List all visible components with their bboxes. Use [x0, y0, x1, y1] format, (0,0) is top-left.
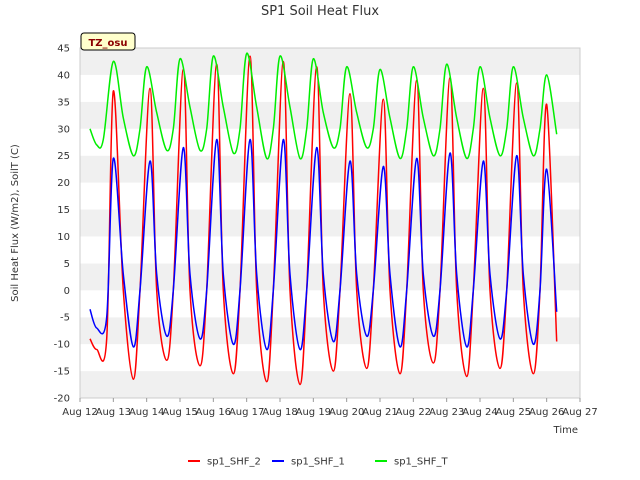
legend-label-sp1_SHF_2: sp1_SHF_2	[207, 457, 261, 468]
x-tick-label: Aug 12	[62, 407, 97, 418]
y-tick-label: -20	[54, 394, 70, 405]
x-tick-label: Aug 14	[129, 407, 164, 418]
y-tick-label: 0	[64, 286, 70, 297]
y-axis-ticks: -20 -15 -10 -5 0 5 10 15 20 25 30 35 40 45	[54, 44, 70, 405]
x-tick-label: Aug 19	[296, 407, 331, 418]
legend: sp1_SHF_2 sp1_SHF_1 sp1_SHF_T	[188, 457, 449, 468]
x-tick-label: Aug 24	[462, 407, 497, 418]
y-tick-label: 45	[57, 44, 70, 55]
x-tick-label: Aug 23	[429, 407, 464, 418]
grid-band	[80, 101, 580, 129]
grid-band	[80, 371, 580, 398]
x-tick-label: Aug 21	[362, 407, 397, 418]
x-tick-label: Aug 27	[562, 407, 597, 418]
x-tick-label: Aug 16	[196, 407, 231, 418]
y-tick-label: 25	[57, 151, 70, 162]
y-axis-label: Soil Heat Flux (W/m2), SoilT (C)	[10, 144, 21, 302]
x-tick-label: Aug 25	[496, 407, 531, 418]
grid-band	[80, 74, 580, 102]
series-lines	[89, 52, 558, 386]
y-tick-label: -10	[54, 340, 70, 351]
grid-band	[80, 155, 580, 183]
timezone-badge: TZ_osu	[80, 32, 136, 51]
x-tick-label: Aug 20	[329, 407, 364, 418]
grid-band	[80, 182, 580, 210]
grid-band	[80, 290, 580, 318]
grid-band	[80, 263, 580, 291]
x-tick-label: Aug 15	[162, 407, 197, 418]
series-line-sp1_SHF_1	[89, 138, 558, 351]
y-tick-label: 5	[64, 259, 70, 270]
grid-band	[80, 209, 580, 237]
x-tick-label: Aug 13	[96, 407, 131, 418]
grid-band	[80, 236, 580, 264]
timezone-badge-box	[80, 32, 136, 51]
y-tick-label: 20	[57, 178, 70, 189]
y-tick-label: -15	[54, 367, 70, 378]
x-tick-label: Aug 17	[229, 407, 264, 418]
x-tick-label: Aug 22	[396, 407, 431, 418]
y-tick-label: 15	[57, 205, 70, 216]
grid-band	[80, 48, 580, 75]
y-tick-label: -5	[60, 313, 70, 324]
y-tick-label: 40	[57, 70, 70, 81]
y-tick-label: 35	[57, 97, 70, 108]
x-tick-label: Aug 26	[529, 407, 564, 418]
legend-label-sp1_SHF_1: sp1_SHF_1	[291, 457, 345, 468]
grid-bands	[80, 48, 580, 398]
series-line-sp1_SHF_T	[89, 52, 558, 160]
y-tick-label: 10	[57, 232, 70, 243]
x-axis-label: Time	[553, 425, 578, 436]
timezone-badge-text: TZ_osu	[88, 38, 127, 49]
plot-area-border	[79, 47, 581, 399]
x-tick-label: Aug 18	[262, 407, 297, 418]
legend-label-sp1_SHF_T: sp1_SHF_T	[394, 457, 449, 468]
chart-title: SP1 Soil Heat Flux	[261, 4, 379, 19]
y-tick-label: 30	[57, 124, 70, 135]
